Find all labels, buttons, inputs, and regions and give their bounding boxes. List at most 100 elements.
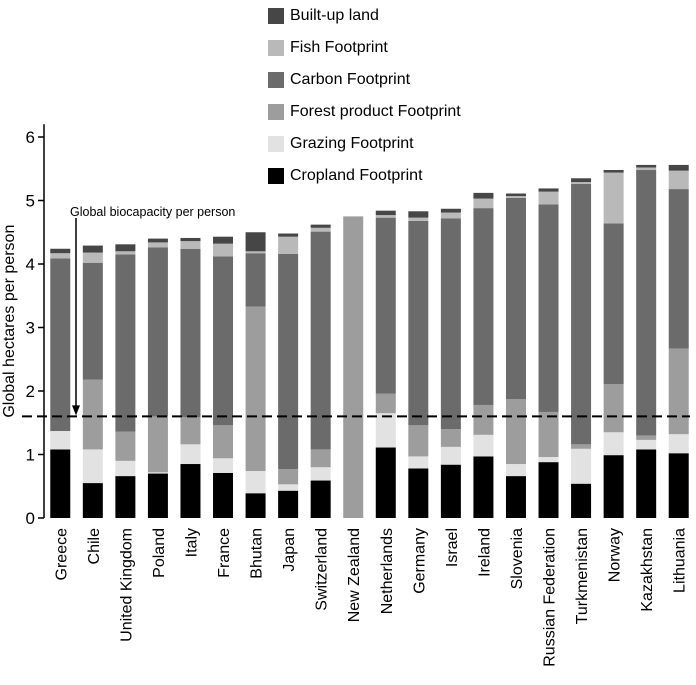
- bar-segment: [180, 464, 201, 518]
- x-tick-label: Norway: [607, 528, 624, 582]
- y-tick-label: 3: [26, 319, 35, 338]
- bar-segment: [278, 484, 299, 491]
- bar-segment: [82, 245, 103, 253]
- legend-label: Forest product Footprint: [290, 103, 461, 120]
- y-tick-label: 1: [26, 446, 35, 465]
- bar-segment: [180, 237, 201, 242]
- bar-segment: [310, 480, 331, 518]
- bar-segment: [375, 210, 396, 216]
- chart-legend: Built-up land Fish Footprint Carbon Footpr…: [268, 0, 461, 192]
- bar-segment: [571, 178, 592, 183]
- bar-segment: [473, 434, 494, 457]
- bar-segment: [310, 224, 331, 228]
- legend-swatch: [268, 136, 284, 152]
- y-tick-label: 2: [26, 382, 35, 401]
- bar-segment: [603, 223, 624, 385]
- y-tick-label: 0: [26, 509, 35, 528]
- bar-segment: [603, 384, 624, 433]
- bar-segment: [603, 170, 624, 173]
- bar-segment: [603, 172, 624, 224]
- x-tick-label: France: [216, 528, 233, 578]
- legend-label: Cropland Footprint: [290, 167, 423, 184]
- bar-segment: [147, 247, 168, 417]
- bar-segment: [668, 170, 689, 190]
- legend-swatch: [268, 104, 284, 120]
- bar-segment: [505, 193, 526, 197]
- legend-label: Carbon Footprint: [290, 71, 411, 88]
- bar-segment: [408, 425, 429, 457]
- bar-segment: [505, 399, 526, 465]
- bar-segment: [440, 446, 461, 465]
- bar-stack: [50, 248, 71, 518]
- bar-segment: [473, 404, 494, 435]
- bar-segment: [82, 483, 103, 518]
- bar-segment: [50, 449, 71, 518]
- bar-segment: [375, 413, 396, 448]
- x-tick-label: Russian Federation: [542, 528, 559, 667]
- x-tick-labels: Greece Chile United Kingdom Poland Italy Fran…: [53, 528, 688, 667]
- bar-stack: [538, 188, 559, 518]
- bar-segment: [310, 231, 331, 450]
- bar-segment: [310, 467, 331, 481]
- bar-segment: [278, 233, 299, 237]
- bar-stack: [147, 238, 168, 518]
- bar-segment: [50, 258, 71, 432]
- bar-segment: [603, 455, 624, 518]
- bar-segment: [245, 232, 266, 252]
- bar-segment: [115, 244, 136, 252]
- bar-segment: [147, 238, 168, 243]
- bar-segment: [115, 460, 136, 477]
- x-tick-label: Kazakhstan: [639, 528, 656, 612]
- legend-item: Carbon Footprint: [268, 64, 461, 96]
- bar-segment: [82, 262, 103, 380]
- y-axis: 0 1 2 3 4 5 6: [26, 124, 45, 528]
- bar-segment: [147, 242, 168, 248]
- legend-item: Built-up land: [268, 0, 461, 32]
- bar-stack: [408, 211, 429, 518]
- bar-segment: [180, 241, 201, 249]
- bar-segment: [213, 243, 234, 257]
- bar-segment: [668, 348, 689, 435]
- bar-segment: [538, 411, 559, 458]
- bar-segment: [440, 218, 461, 430]
- bar-segment: [408, 468, 429, 518]
- bar-segment: [180, 417, 201, 445]
- bar-segment: [473, 198, 494, 209]
- bar-segment: [571, 444, 592, 449]
- bar-segment: [278, 253, 299, 470]
- bar-segment: [408, 220, 429, 426]
- bar-segment: [571, 182, 592, 184]
- bar-segment: [636, 167, 657, 171]
- bar-segment: [473, 456, 494, 518]
- x-tick-label: Greece: [53, 528, 70, 581]
- bar-stack: [636, 164, 657, 518]
- bar-segment: [213, 236, 234, 244]
- bar-segment: [473, 192, 494, 199]
- bar-segment: [115, 251, 136, 255]
- bar-segment: [310, 449, 331, 468]
- bar-segment: [440, 208, 461, 213]
- x-tick-label: Bhutan: [249, 528, 266, 579]
- bar-stack: [603, 170, 624, 518]
- bar-segment: [538, 462, 559, 518]
- bar-segment: [505, 197, 526, 400]
- bar-segment: [603, 432, 624, 456]
- bar-segment: [668, 434, 689, 454]
- bar-segment: [180, 248, 201, 418]
- legend-item: Fish Footprint: [268, 32, 461, 64]
- bar-segment: [538, 204, 559, 412]
- bar-segment: [278, 490, 299, 518]
- legend-label: Built-up land: [290, 7, 379, 24]
- legend-swatch: [268, 72, 284, 88]
- bar-segment: [668, 453, 689, 518]
- bar-segment: [245, 253, 266, 307]
- bar-segment: [505, 196, 526, 198]
- x-tick-label: Germany: [411, 528, 428, 594]
- x-tick-label: Slovenia: [509, 528, 526, 589]
- bar-segment: [408, 211, 429, 218]
- bar-segment: [50, 431, 71, 450]
- bar-segment: [213, 472, 234, 518]
- legend-item: Forest product Footprint: [268, 96, 461, 128]
- x-tick-label: Japan: [281, 528, 298, 572]
